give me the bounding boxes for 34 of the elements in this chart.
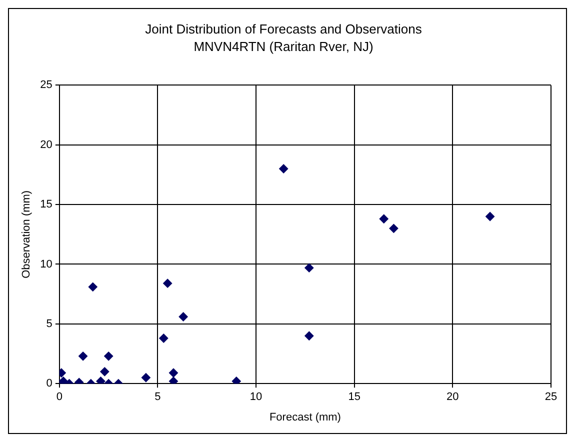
y-tick-label: 0 [46, 378, 52, 390]
y-tick-label: 10 [40, 258, 52, 270]
point [104, 352, 114, 361]
point [168, 376, 178, 384]
point [88, 282, 98, 292]
x-tick-label: 10 [250, 391, 262, 404]
point [100, 367, 110, 376]
point [304, 331, 314, 340]
point [304, 263, 314, 272]
point [163, 278, 172, 288]
x-tick-label: 20 [446, 391, 459, 404]
y-axis-title: Observation (mm) [20, 190, 33, 278]
point [159, 334, 168, 343]
point [96, 376, 106, 384]
point [168, 368, 178, 378]
point [389, 224, 398, 233]
y-tick-label: 15 [40, 198, 52, 211]
point [141, 373, 150, 382]
x-tick-label: 15 [348, 391, 360, 404]
x-tick-label: 5 [154, 391, 161, 404]
x-tick-label: 0 [56, 391, 62, 404]
chart-subtitle: MNVN4RTN (Raritan Rver, NJ) [194, 38, 374, 54]
point [178, 312, 188, 322]
x-tick-label: 25 [544, 391, 558, 404]
x-axis-title: Forecast (mm) [269, 411, 341, 424]
point [232, 376, 241, 384]
point [379, 214, 388, 224]
chart-title: Joint Distribution of Forecasts and Observations [145, 21, 422, 36]
point [78, 352, 88, 361]
y-tick-label: 20 [40, 138, 52, 151]
y-tick-label: 25 [40, 79, 52, 92]
point [279, 164, 288, 174]
y-tick-label: 5 [46, 318, 52, 330]
point [486, 212, 495, 221]
